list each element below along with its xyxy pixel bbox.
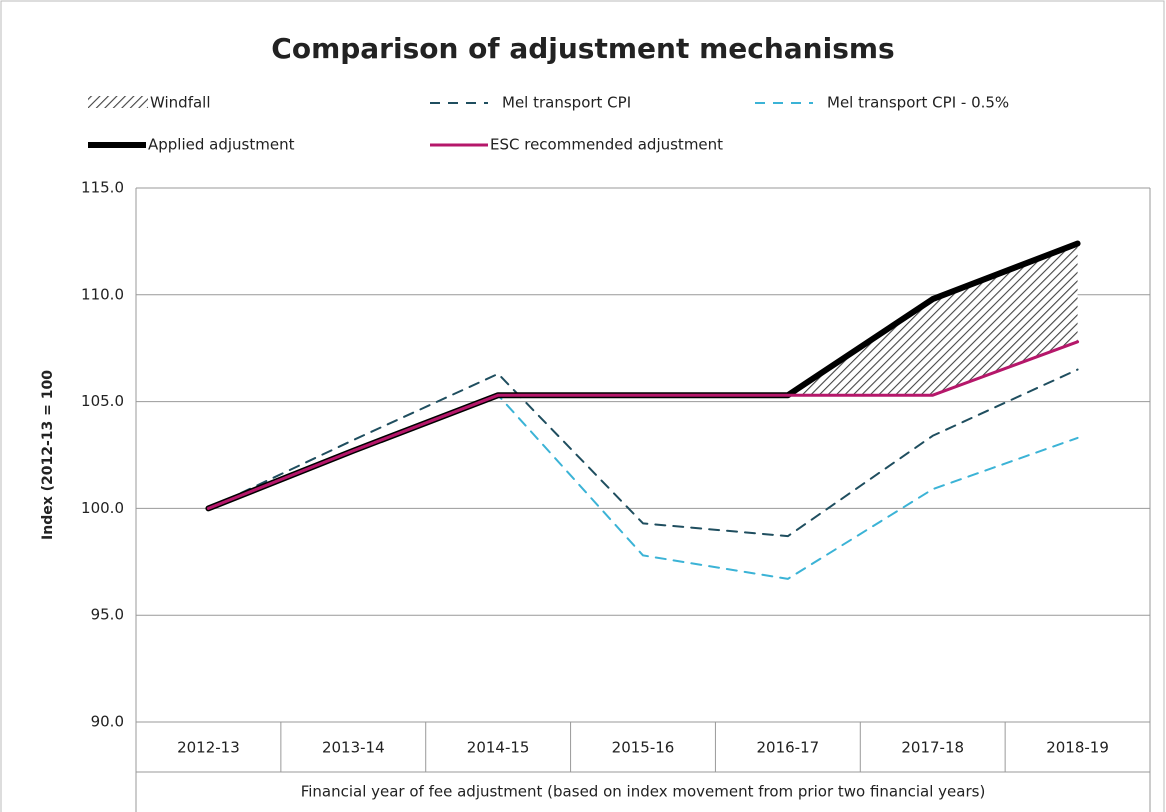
x-tick-label: 2014-15 [467, 739, 530, 757]
y-tick-label: 105.0 [81, 392, 124, 410]
legend-label: Mel transport CPI [502, 94, 631, 112]
series-line [207, 368, 1079, 538]
legend-label: Mel transport CPI - 0.5% [827, 94, 1009, 112]
y-tick-label: 100.0 [81, 499, 124, 517]
y-tick-label: 95.0 [91, 606, 124, 624]
y-tick-label: 90.0 [91, 713, 124, 731]
legend-label: Applied adjustment [148, 136, 295, 154]
y-axis-label: Index (2012-13 = 100 [40, 370, 56, 540]
x-tick-label: 2017-18 [901, 739, 964, 757]
chart-title: Comparison of adjustment mechanisms [271, 32, 894, 65]
x-tick-label: 2013-14 [322, 739, 385, 757]
legend-label: Windfall [150, 94, 211, 112]
y-tick-label: 110.0 [81, 285, 124, 303]
x-tick-label: 2012-13 [177, 739, 240, 757]
x-tick-label: 2016-17 [757, 739, 820, 757]
legend-swatch [88, 96, 148, 108]
windfall-area [787, 243, 1078, 396]
y-tick-label: 115.0 [81, 179, 124, 197]
x-tick-label: 2018-19 [1046, 739, 1109, 757]
series-line [206, 340, 1080, 510]
legend-label: ESC recommended adjustment [490, 136, 723, 154]
x-axis-label: Financial year of fee adjustment (based … [301, 783, 986, 801]
x-tick-label: 2015-16 [612, 739, 675, 757]
series-line [207, 394, 1079, 580]
